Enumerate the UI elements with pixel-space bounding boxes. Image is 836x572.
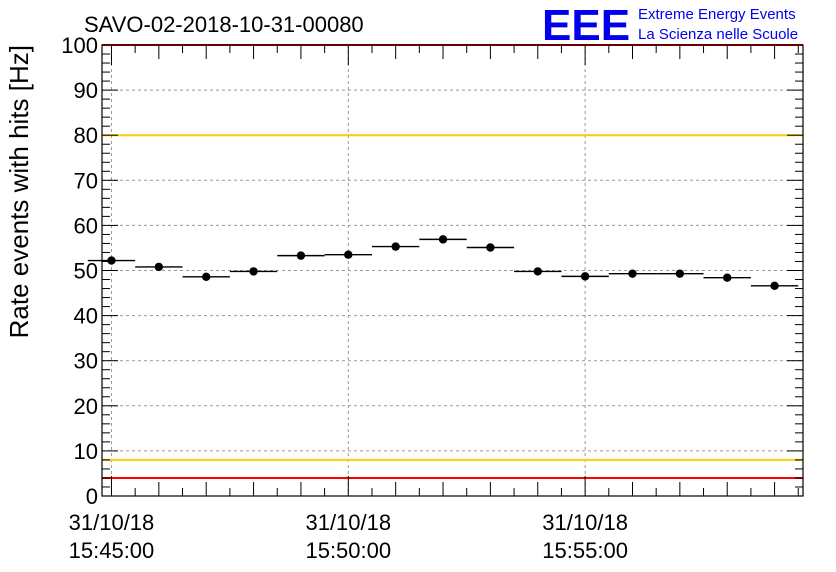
y-tick-label: 80 <box>74 123 98 148</box>
grid-lines <box>102 45 803 496</box>
data-point <box>723 273 732 282</box>
data-point <box>107 256 116 265</box>
y-tick-label: 30 <box>74 349 98 374</box>
y-tick-label: 0 <box>86 484 98 509</box>
data-point <box>391 242 400 251</box>
y-tick-labels: 0 10 20 30 40 50 60 70 80 90 100 <box>61 33 98 509</box>
x-tick-time: 15:45:00 <box>69 538 155 563</box>
x-tick-time: 15:55:00 <box>542 538 628 563</box>
x-tick-date: 31/10/18 <box>542 510 628 535</box>
y-axis-label: Rate events with hits [Hz] <box>4 45 34 338</box>
eee-logo: EEE Extreme Energy Events La Scienza nel… <box>542 1 798 50</box>
data-point <box>580 272 590 281</box>
data-point <box>533 267 542 276</box>
x-tick-time: 15:50:00 <box>305 538 391 563</box>
y-tick-label: 60 <box>74 213 98 238</box>
data-point <box>628 269 637 278</box>
chart-title: SAVO-02-2018-10-31-00080 <box>84 12 364 37</box>
data-point <box>296 251 306 260</box>
y-tick-label: 50 <box>74 259 98 284</box>
y-tick-label: 10 <box>74 439 98 464</box>
y-tick-label: 70 <box>74 168 98 193</box>
data-point <box>486 243 495 252</box>
plot-frame <box>101 44 804 497</box>
y-tick-label: 100 <box>61 33 98 58</box>
x-tick-date: 31/10/18 <box>69 510 155 535</box>
y-tick-label: 20 <box>74 394 98 419</box>
logo-mark-eee: EEE <box>542 1 630 50</box>
axis-ticks <box>102 44 803 497</box>
data-point <box>675 269 685 278</box>
x-tick-date: 31/10/18 <box>305 510 391 535</box>
y-tick-label: 90 <box>74 78 98 103</box>
logo-line-2: La Scienza nelle Scuole <box>638 26 798 43</box>
data-point <box>344 250 353 259</box>
logo-line-1: Extreme Energy Events <box>638 6 796 23</box>
data-series <box>87 235 799 291</box>
y-tick-label: 40 <box>74 304 98 329</box>
data-point <box>202 272 211 282</box>
data-point <box>154 262 164 272</box>
data-point <box>438 235 448 244</box>
data-point <box>770 281 779 291</box>
data-point <box>249 267 258 276</box>
x-tick-labels: 31/10/18 15:45:00 31/10/18 15:50:00 31/10/18… <box>69 510 628 563</box>
threshold-lines <box>102 44 803 479</box>
